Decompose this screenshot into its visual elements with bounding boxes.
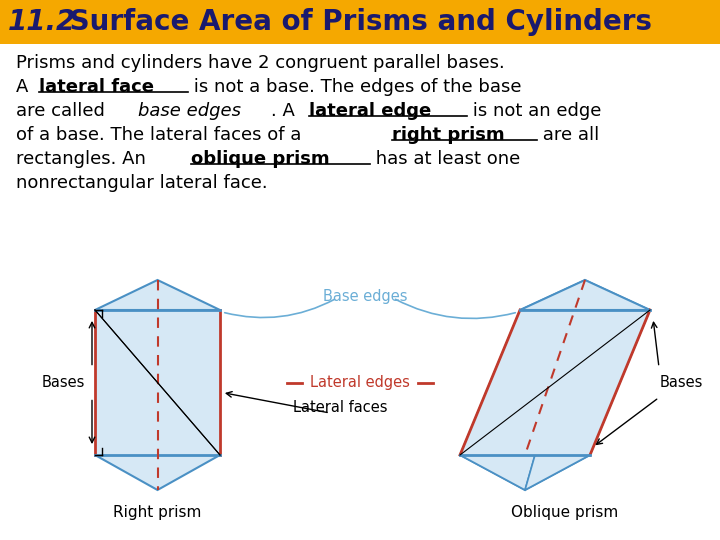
Text: has at least one: has at least one [370,150,520,168]
Text: Lateral faces: Lateral faces [293,401,387,415]
Polygon shape [460,280,585,490]
Text: are all: are all [537,126,599,144]
Text: Prisms and cylinders have 2 congruent parallel bases.: Prisms and cylinders have 2 congruent pa… [16,54,505,72]
Polygon shape [95,455,220,490]
Text: rectangles. An: rectangles. An [16,150,152,168]
Text: of a base. The lateral faces of a: of a base. The lateral faces of a [16,126,307,144]
Text: is not a base. The edges of the base: is not a base. The edges of the base [188,78,521,96]
Text: 11.2: 11.2 [8,8,76,36]
Text: are called: are called [16,102,111,120]
Text: Bases: Bases [660,375,703,390]
Text: oblique prism: oblique prism [191,150,330,168]
Text: . A: . A [271,102,301,120]
Text: base edges: base edges [138,102,241,120]
Polygon shape [520,280,650,310]
Polygon shape [460,455,590,490]
Text: Base edges: Base edges [323,288,408,303]
Text: Right prism: Right prism [113,505,202,520]
Text: right prism: right prism [392,126,504,144]
Text: Surface Area of Prisms and Cylinders: Surface Area of Prisms and Cylinders [60,8,652,36]
Text: lateral face: lateral face [40,78,154,96]
Text: lateral edge: lateral edge [309,102,431,120]
Polygon shape [525,280,650,490]
Bar [0,0,720,44]
Polygon shape [95,280,220,310]
Text: nonrectangular lateral face.: nonrectangular lateral face. [16,174,268,192]
Text: Oblique prism: Oblique prism [511,505,618,520]
Polygon shape [95,310,220,455]
Text: A: A [16,78,34,96]
Text: Lateral edges: Lateral edges [310,375,410,390]
Polygon shape [460,310,650,455]
Text: is not an edge: is not an edge [467,102,601,120]
Text: Bases: Bases [42,375,85,390]
